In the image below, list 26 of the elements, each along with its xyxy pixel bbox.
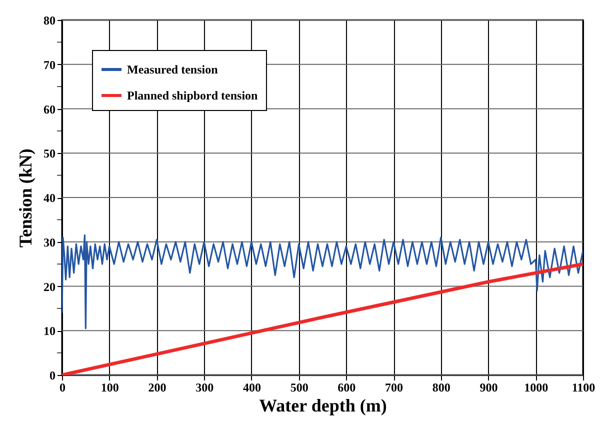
y-tick-label: 0 [50,368,56,382]
x-tick-label: 700 [385,380,404,394]
line-series [62,234,583,330]
x-tick-label: 600 [338,380,356,394]
x-tick-label: 300 [196,380,214,394]
x-tick-label: 1000 [524,380,548,394]
y-tick-label: 60 [44,102,56,116]
x-axis-title: Water depth (m) [259,396,387,416]
x-tick-label: 100 [100,380,119,394]
x-tick-label: 0 [60,380,66,394]
y-tick-label: 10 [44,324,56,338]
y-tick-label: 70 [44,58,56,72]
x-tick-label: 900 [480,380,498,394]
x-tick-label: 500 [290,380,308,394]
y-tick-label: 30 [44,235,56,250]
x-tick-label: 200 [148,380,166,394]
legend-label: Planned shipbord tension [127,88,258,102]
x-tick-label: 800 [432,380,450,394]
legend-label: Measured tension [127,62,218,76]
y-axis-title: Tension (kN) [16,148,36,248]
y-tick-label: 20 [44,280,56,294]
y-tick-label: 40 [44,191,56,205]
y-tick-label: 80 [44,14,56,28]
y-tick-label: 50 [44,146,56,161]
x-tick-label: 1100 [572,380,596,394]
x-tick-label: 400 [242,380,261,394]
